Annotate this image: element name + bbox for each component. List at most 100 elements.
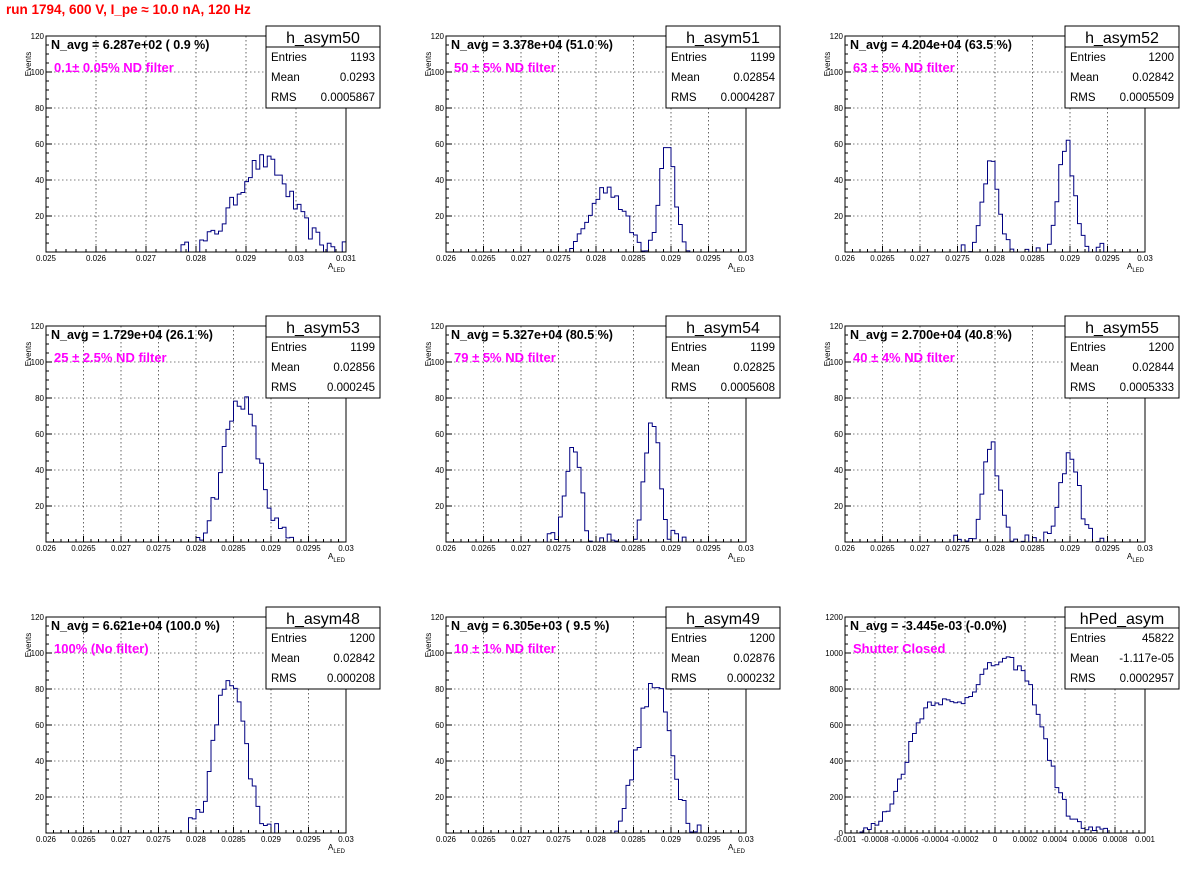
x-tick-label: 0.0275 [546, 254, 571, 263]
y-axis-label: Events [823, 52, 832, 76]
filter-label: 100% (No filter) [54, 641, 149, 656]
histogram-name: h_asym51 [686, 30, 760, 47]
x-tick-label: 0.0285 [621, 254, 646, 263]
histogram-name: h_asym53 [286, 320, 360, 337]
histogram-name: h_asym49 [686, 611, 760, 628]
x-tick-label: 0.0295 [1095, 254, 1120, 263]
x-tick-label: -0.0006 [891, 835, 919, 844]
histogram-panel-h_asym51: 0.026 0.0265 0.027 0.0275 0.028 0.0285 0.029 0.… [424, 25, 781, 274]
histogram-name: hPed_asym [1080, 611, 1165, 628]
x-tick-label: 0.026 [36, 835, 57, 844]
stats-key: Mean [271, 72, 300, 84]
x-axis-label: ALED [1127, 262, 1145, 274]
x-axis-label: ALED [728, 262, 746, 274]
x-tick-label: 0.0285 [1020, 254, 1045, 263]
x-tick-label: 0.027 [136, 254, 157, 263]
y-tick-label: 400 [830, 757, 844, 766]
stats-value: 0.000232 [727, 673, 775, 685]
stats-box [265, 627, 381, 690]
x-tick-label: 0.026 [436, 254, 457, 263]
x-tick-label: 0.029 [261, 835, 282, 844]
x-tick-label: 0.0295 [696, 835, 721, 844]
stats-value: 0.0002957 [1120, 673, 1174, 685]
x-tick-label: 0.0265 [870, 544, 895, 553]
x-tick-label: 0.0275 [146, 835, 171, 844]
x-tick-label: 0.03 [338, 835, 354, 844]
y-tick-label: 1200 [825, 613, 843, 622]
stats-key: Mean [271, 362, 300, 374]
filter-label: 63 ± 5% ND filter [853, 60, 955, 75]
x-axis-label-sub: LED [733, 268, 745, 274]
y-tick-label: 20 [834, 212, 843, 221]
x-tick-label: 0.0265 [71, 544, 96, 553]
x-tick-label: 0.027 [511, 544, 532, 553]
y-tick-label: 120 [31, 613, 45, 622]
x-axis-label: ALED [1127, 552, 1145, 564]
y-tick-label: 120 [431, 32, 445, 41]
y-tick-label: 20 [35, 502, 44, 511]
navg-label: N_avg = 3.378e+04 (51.0 %) [451, 38, 613, 52]
x-tick-label: 0.028 [186, 544, 207, 553]
x-tick-label: 0 [993, 835, 998, 844]
y-axis-label: Events [24, 52, 33, 76]
x-tick-label: 0.0295 [296, 544, 321, 553]
x-tick-label: 0.03 [288, 254, 304, 263]
histogram-name: h_asym50 [286, 30, 360, 47]
stats-value: 1200 [1148, 342, 1174, 354]
x-tick-label: 0.0275 [546, 835, 571, 844]
x-tick-label: 0.031 [336, 254, 357, 263]
y-tick-label: 40 [35, 466, 44, 475]
stats-key: RMS [1070, 382, 1096, 394]
y-tick-label: 40 [435, 176, 444, 185]
navg-label: N_avg = 6.287e+02 ( 0.9 %) [51, 38, 209, 52]
y-tick-label: 60 [834, 140, 843, 149]
navg-label: N_avg = 5.327e+04 (80.5 %) [451, 328, 613, 342]
stats-value: 0.0005867 [321, 92, 375, 104]
x-tick-label: 0.026 [36, 544, 57, 553]
stats-value: 0.0004287 [721, 92, 775, 104]
histogram-name: h_asym52 [1085, 30, 1159, 47]
stats-box [665, 46, 781, 109]
x-tick-label: 0.0275 [945, 254, 970, 263]
stats-value: 0.02876 [733, 653, 775, 665]
y-tick-label: 120 [431, 322, 445, 331]
y-tick-label: 120 [830, 322, 844, 331]
filter-label: 40 ± 4% ND filter [853, 350, 955, 365]
stats-key: Entries [1070, 52, 1106, 64]
x-axis-label-sub: LED [333, 558, 345, 564]
y-tick-label: 120 [31, 322, 45, 331]
stats-key: Mean [671, 653, 700, 665]
x-axis-label: ALED [328, 843, 346, 855]
y-tick-label: 0 [839, 829, 844, 838]
stats-key: Entries [1070, 342, 1106, 354]
y-tick-label: 800 [830, 685, 844, 694]
stats-value: 1200 [749, 633, 775, 645]
x-tick-label: 0.027 [910, 254, 931, 263]
histogram-line [46, 680, 346, 834]
y-tick-label: 600 [830, 721, 844, 730]
y-tick-label: 80 [435, 685, 444, 694]
x-axis-label-sub: LED [1132, 558, 1144, 564]
x-tick-label: 0.026 [835, 254, 856, 263]
y-tick-label: 100 [431, 649, 445, 658]
stats-box [265, 46, 381, 109]
histogram-panel-h_asym52: 0.026 0.0265 0.027 0.0275 0.028 0.0285 0.029 0.… [823, 25, 1180, 274]
x-tick-label: 0.0265 [471, 544, 496, 553]
histogram-panel-h_asym50: 0.025 0.026 0.027 0.028 0.029 0.03 0.031 20 40 60… [24, 25, 381, 274]
y-axis-label: Events [424, 633, 433, 657]
y-tick-label: 40 [35, 176, 44, 185]
stats-box [1064, 627, 1180, 690]
y-tick-label: 80 [35, 104, 44, 113]
y-tick-label: 60 [35, 721, 44, 730]
stats-key: RMS [271, 382, 297, 394]
stats-value: -1.117e-05 [1119, 653, 1174, 665]
y-tick-label: 20 [834, 502, 843, 511]
y-tick-label: 80 [35, 685, 44, 694]
histogram-panel-h_asym53: 0.026 0.0265 0.027 0.0275 0.028 0.0285 0.029 0.… [24, 315, 381, 564]
x-tick-label: 0.027 [910, 544, 931, 553]
histogram-name: h_asym54 [686, 320, 760, 337]
stats-key: RMS [671, 673, 697, 685]
x-tick-label: 0.001 [1135, 835, 1156, 844]
x-tick-label: 0.0285 [1020, 544, 1045, 553]
